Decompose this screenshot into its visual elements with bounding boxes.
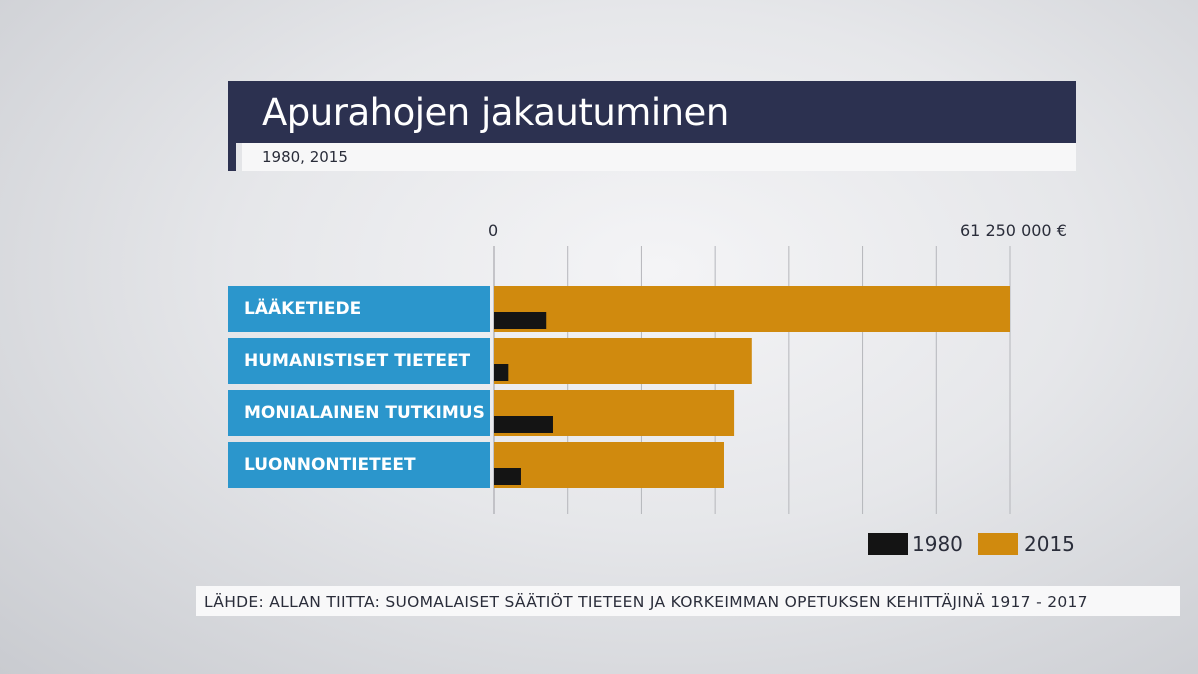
bar-1980-luonnontieteet	[494, 468, 521, 485]
category-label-monialainen-tutkimus: MONIALAINEN TUTKIMUS	[228, 390, 490, 436]
title-bar	[228, 81, 1076, 143]
subtitle-bar	[242, 143, 1076, 171]
legend-label-2015: 2015	[1024, 532, 1075, 556]
chart-subtitle: 1980, 2015	[262, 148, 348, 166]
axis-max-label: 61 250 000 €	[960, 221, 1067, 240]
legend-swatch-1980	[868, 533, 908, 555]
category-label-humanistiset-tieteet: HUMANISTISET TIETEET	[228, 338, 490, 384]
category-label-luonnontieteet: LUONNONTIETEET	[228, 442, 490, 488]
source-text: LÄHDE: ALLAN TIITTA: SUOMALAISET SÄÄTIÖT…	[204, 593, 1088, 611]
bar-2015-humanistiset-tieteet	[494, 338, 752, 384]
bar-1980-humanistiset-tieteet	[494, 364, 509, 381]
bar-2015-luonnontieteet	[494, 442, 724, 488]
bar-1980-lääketiede	[494, 312, 547, 329]
source-bar	[196, 586, 1180, 616]
bar-2015-lääketiede	[494, 286, 1010, 332]
axis-min-label: 0	[488, 221, 499, 240]
category-label-laaketiede: LÄÄKETIEDE	[228, 286, 490, 332]
chart-title: Apurahojen jakautuminen	[262, 91, 729, 134]
legend-label-1980: 1980	[912, 532, 963, 556]
bar-1980-monialainen-tutkimus	[494, 416, 553, 433]
legend-swatch-2015	[978, 533, 1018, 555]
